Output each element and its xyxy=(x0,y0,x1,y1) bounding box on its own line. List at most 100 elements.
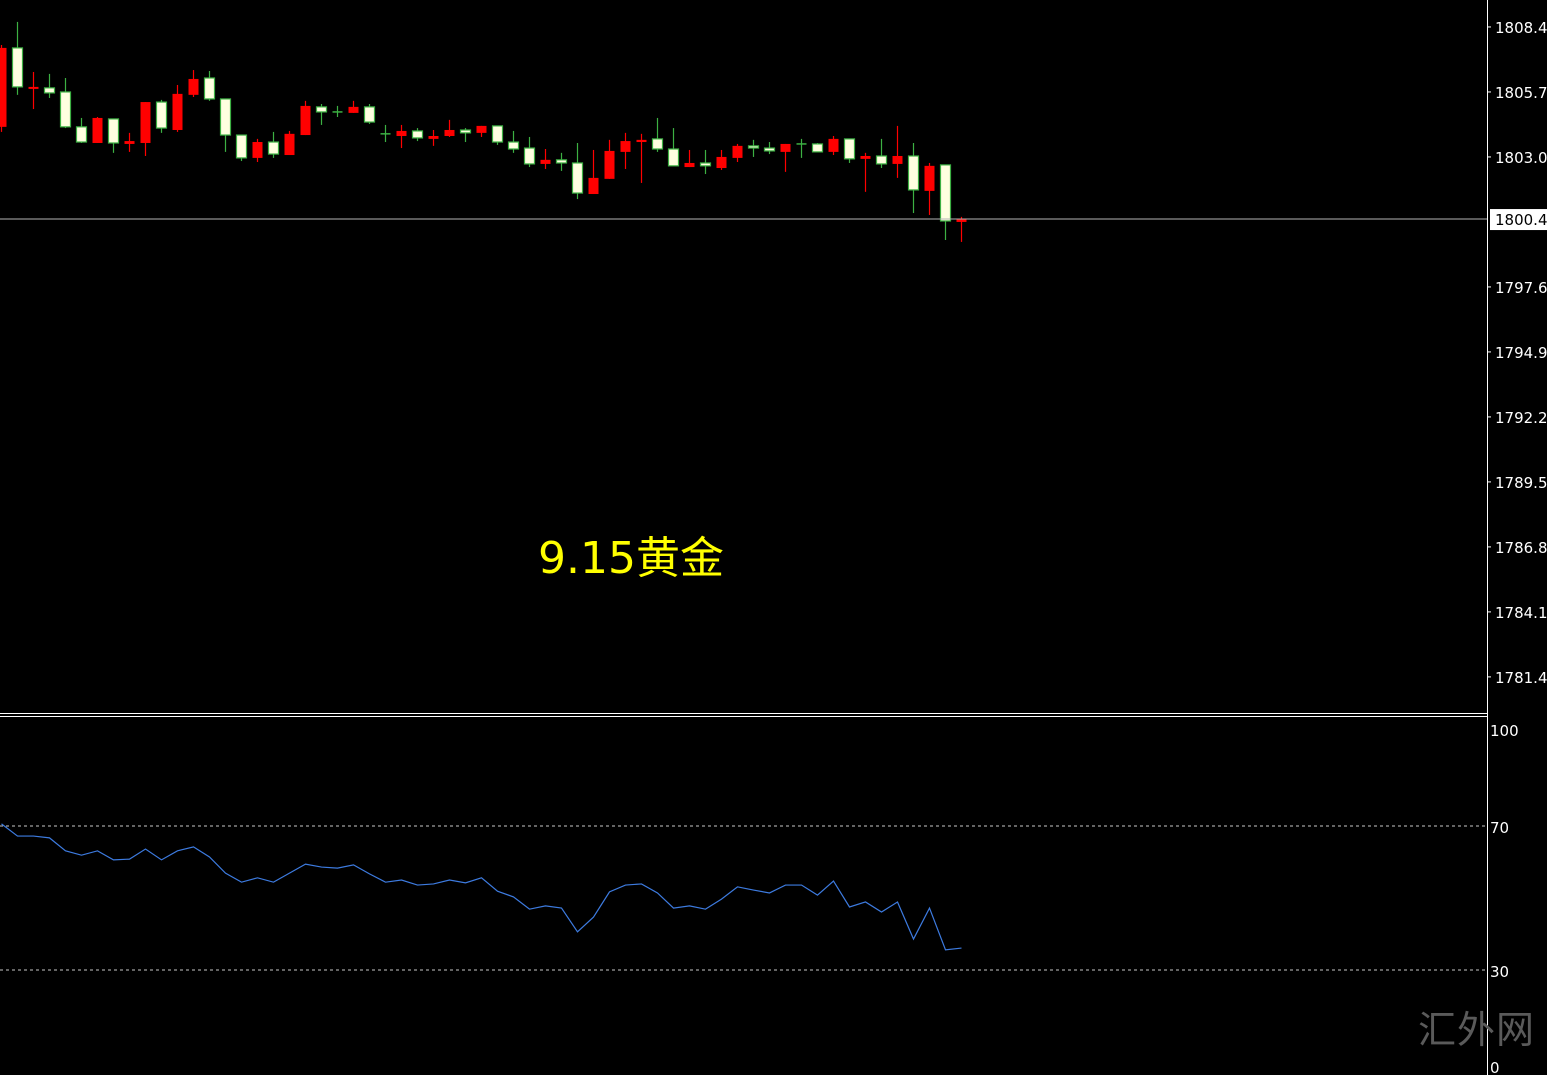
price-panel xyxy=(0,21,1487,242)
candle xyxy=(860,152,871,192)
candle xyxy=(363,103,376,124)
candle xyxy=(828,136,839,156)
price-tick-label: 1808.4 xyxy=(1495,19,1547,37)
candle-body xyxy=(172,93,183,130)
candle xyxy=(92,116,103,143)
candle-body xyxy=(267,141,280,155)
candle-body xyxy=(124,141,135,144)
candle xyxy=(571,142,584,200)
candle-body xyxy=(284,133,295,156)
rsi-tick-label: 70 xyxy=(1490,819,1509,837)
candle xyxy=(444,119,455,137)
candle xyxy=(140,102,151,156)
price-tick-label: 1784.1 xyxy=(1495,604,1547,622)
candle xyxy=(875,138,888,169)
watermark-logo: 汇外网 xyxy=(1418,1008,1536,1052)
candle xyxy=(684,149,695,168)
rsi-panel xyxy=(0,823,1487,971)
candle xyxy=(332,105,343,117)
candle xyxy=(907,142,920,214)
candle-body xyxy=(667,148,680,167)
candle xyxy=(604,139,615,179)
candle-body xyxy=(699,162,712,167)
candle xyxy=(843,138,856,163)
candle-body xyxy=(860,155,871,159)
candle-body xyxy=(588,177,599,195)
candle-body xyxy=(252,142,263,158)
candle xyxy=(284,130,295,156)
candle xyxy=(796,138,807,158)
candle-body xyxy=(811,143,824,153)
candle-body xyxy=(459,129,472,134)
candle-body xyxy=(875,155,888,165)
price-tick-label: 1781.4 xyxy=(1495,669,1547,687)
candle xyxy=(267,131,280,158)
candle xyxy=(107,118,120,153)
price-tick-label: 1786.8 xyxy=(1495,539,1547,557)
rsi-tick-label: 100 xyxy=(1490,722,1519,740)
candle xyxy=(588,149,599,195)
candle xyxy=(411,128,424,142)
candle-body xyxy=(444,129,455,137)
candle-body xyxy=(555,159,568,164)
candle-body xyxy=(188,78,199,95)
candle-body xyxy=(684,162,695,168)
price-tick-label: 1797.6 xyxy=(1495,279,1547,297)
candle xyxy=(188,70,199,98)
candle xyxy=(396,124,407,149)
candle-body xyxy=(140,102,151,143)
candle-body xyxy=(651,138,664,150)
candle-body xyxy=(523,147,536,165)
candle-body xyxy=(203,77,216,100)
candle-body xyxy=(956,219,967,222)
candle xyxy=(252,138,263,163)
candle-body xyxy=(411,130,424,139)
candle xyxy=(203,71,216,101)
candle xyxy=(300,100,311,136)
candle xyxy=(620,132,631,169)
candle xyxy=(747,139,760,157)
candle-body xyxy=(92,117,103,143)
candle-body xyxy=(155,101,168,129)
candle-body xyxy=(924,165,935,191)
candle xyxy=(28,71,39,110)
candle xyxy=(699,149,712,175)
price-tick-label: 1789.5 xyxy=(1495,474,1547,492)
candle-body xyxy=(219,98,232,136)
candle xyxy=(59,77,72,129)
chart-annotation: 9.15黄金 xyxy=(538,533,724,584)
candle xyxy=(651,117,664,152)
candle-body xyxy=(763,147,776,152)
candle-body xyxy=(843,138,856,160)
candle-body xyxy=(540,159,551,164)
candle xyxy=(716,149,727,170)
candle-body xyxy=(300,105,311,136)
candle xyxy=(939,164,952,240)
rsi-line xyxy=(1,823,962,951)
candle xyxy=(636,133,647,183)
candle xyxy=(43,73,56,98)
candle xyxy=(763,142,776,155)
candle-body xyxy=(75,126,88,143)
candle xyxy=(892,125,903,178)
candle xyxy=(172,84,183,132)
candle xyxy=(75,117,88,143)
rsi-tick-label: 0 xyxy=(1490,1059,1500,1075)
candle-body xyxy=(620,141,631,152)
candle-body xyxy=(59,91,72,128)
candle xyxy=(732,143,743,163)
candle xyxy=(924,162,935,215)
candle-body xyxy=(939,164,952,222)
current-price-label: 1800.4 xyxy=(1495,211,1547,229)
candle xyxy=(476,125,487,137)
candle xyxy=(523,136,536,168)
candle xyxy=(956,216,967,242)
candle xyxy=(459,128,472,143)
candle xyxy=(507,130,520,153)
current-price-marker xyxy=(1490,209,1547,231)
candle-body xyxy=(235,134,248,159)
candle xyxy=(155,99,168,133)
candle xyxy=(491,125,504,145)
candle xyxy=(348,100,359,113)
